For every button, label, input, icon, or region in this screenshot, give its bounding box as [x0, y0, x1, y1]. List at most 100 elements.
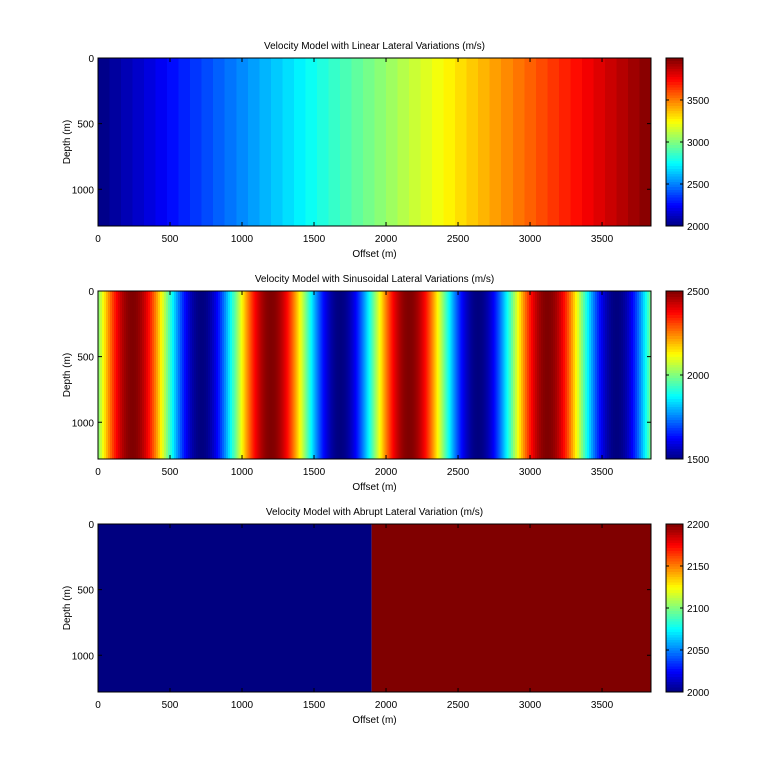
- colorbar-segment: [666, 131, 683, 135]
- colorbar-tick-label: 2500: [687, 180, 710, 191]
- colorbar-segment: [666, 346, 683, 350]
- heatmap-column: [109, 58, 122, 226]
- heatmap-column: [170, 291, 173, 459]
- colorbar-segment: [666, 220, 683, 224]
- y-axis-label: Depth (m): [62, 120, 73, 164]
- colorbar-segment: [666, 186, 683, 190]
- heatmap-column: [258, 291, 261, 459]
- colorbar-segment: [666, 65, 683, 70]
- x-tick-label: 1500: [303, 234, 326, 245]
- heatmap-column: [332, 291, 336, 459]
- heatmap-column: [190, 291, 193, 459]
- colorbar-segment: [666, 152, 683, 156]
- chart-title: Velocity Model with Linear Lateral Varia…: [264, 41, 485, 52]
- heatmap-column: [292, 291, 295, 459]
- colorbar-segment: [666, 655, 683, 659]
- colorbar-segment: [666, 155, 683, 159]
- heatmap-column: [352, 291, 356, 459]
- heatmap-column: [204, 291, 207, 459]
- colorbar-segment: [666, 343, 683, 347]
- colorbar-segment: [666, 197, 683, 201]
- plot-frame: [97, 57, 652, 227]
- heatmap-region-left: [98, 524, 372, 692]
- heatmap-column: [532, 291, 536, 459]
- colorbar-segment: [666, 689, 683, 693]
- heatmap-column: [574, 291, 578, 459]
- x-axis: 0 500 1000 1500 2000 2500 3000 3500 Offset (m): [95, 524, 614, 726]
- heatmap-column: [400, 291, 404, 459]
- colorbar-segment: [666, 375, 683, 379]
- heatmap-column: [570, 58, 583, 226]
- colorbar-segment: [666, 113, 683, 117]
- heatmap-column: [216, 291, 219, 459]
- x-tick-label: 1500: [303, 700, 326, 711]
- colorbar-segment: [666, 210, 683, 214]
- colorbar-segment: [666, 618, 683, 622]
- heatmap-column: [472, 291, 476, 459]
- colorbar-segment: [666, 102, 683, 106]
- heatmap-column: [600, 291, 604, 459]
- heatmap-column: [302, 291, 305, 459]
- colorbar: 1500 2000 2500: [665, 287, 710, 466]
- heatmap-column: [620, 291, 624, 459]
- heatmap-column: [378, 291, 382, 459]
- heatmap-column: [132, 291, 135, 459]
- colorbar-segment: [666, 134, 683, 138]
- heatmap-column: [593, 58, 606, 226]
- heatmap-column: [260, 291, 263, 459]
- heatmap-column: [358, 291, 362, 459]
- heatmap-column: [494, 291, 498, 459]
- colorbar-segment: [666, 623, 683, 627]
- heatmap-column: [634, 291, 638, 459]
- x-tick-label: 1500: [303, 467, 326, 478]
- heatmap-column: [630, 291, 634, 459]
- colorbar-segment: [666, 157, 683, 161]
- heatmap-column: [468, 291, 472, 459]
- x-tick-label: 2000: [375, 467, 398, 478]
- heatmap-column: [492, 291, 496, 459]
- colorbar-segment: [666, 678, 683, 683]
- heatmap-column: [410, 291, 414, 459]
- heatmap-column: [172, 291, 175, 459]
- x-axis: 0 500 1000 1500 2000 2500 3000 3500 Offset (m): [95, 291, 614, 493]
- colorbar-segment: [666, 576, 683, 580]
- heatmap-column: [272, 291, 275, 459]
- colorbar-segment: [666, 176, 683, 180]
- heatmap-column: [418, 291, 422, 459]
- heatmap-column: [443, 58, 456, 226]
- heatmap-column: [166, 291, 169, 459]
- heatmap-column: [570, 291, 574, 459]
- colorbar-segment: [666, 566, 683, 570]
- heatmap-column: [328, 58, 341, 226]
- colorbar-segment: [666, 560, 683, 564]
- heatmap-column: [440, 291, 444, 459]
- heatmap-column: [108, 291, 111, 459]
- heatmap-column: [328, 291, 332, 459]
- heatmap-column: [316, 291, 319, 459]
- heatmap-column: [356, 291, 360, 459]
- velocity-panel-2: Velocity Model with Sinusoidal Lateral V…: [62, 274, 710, 493]
- x-tick-label: 3000: [519, 234, 542, 245]
- heatmap-column: [374, 291, 378, 459]
- colorbar-segment: [666, 676, 683, 680]
- heatmap-column: [424, 291, 428, 459]
- heatmap-column: [590, 291, 594, 459]
- y-tick-label: 1000: [72, 651, 95, 662]
- y-axis-label: Depth (m): [62, 586, 73, 630]
- heatmap-column: [270, 291, 273, 459]
- heatmap-column: [627, 58, 641, 226]
- heatmap-column: [420, 58, 433, 226]
- heatmap-column: [238, 291, 241, 459]
- heatmap-column: [184, 291, 187, 459]
- y-tick-label: 500: [77, 586, 94, 597]
- heatmap-column: [126, 291, 129, 459]
- heatmap-column: [256, 291, 259, 459]
- heatmap-column: [213, 58, 226, 226]
- heatmap-column: [136, 291, 139, 459]
- heatmap-column: [318, 291, 321, 459]
- colorbar-segment: [666, 92, 683, 96]
- heatmap-column: [558, 291, 562, 459]
- heatmap-column: [178, 58, 191, 226]
- colorbar-segment: [666, 594, 683, 599]
- y-tick-label: 500: [77, 120, 94, 131]
